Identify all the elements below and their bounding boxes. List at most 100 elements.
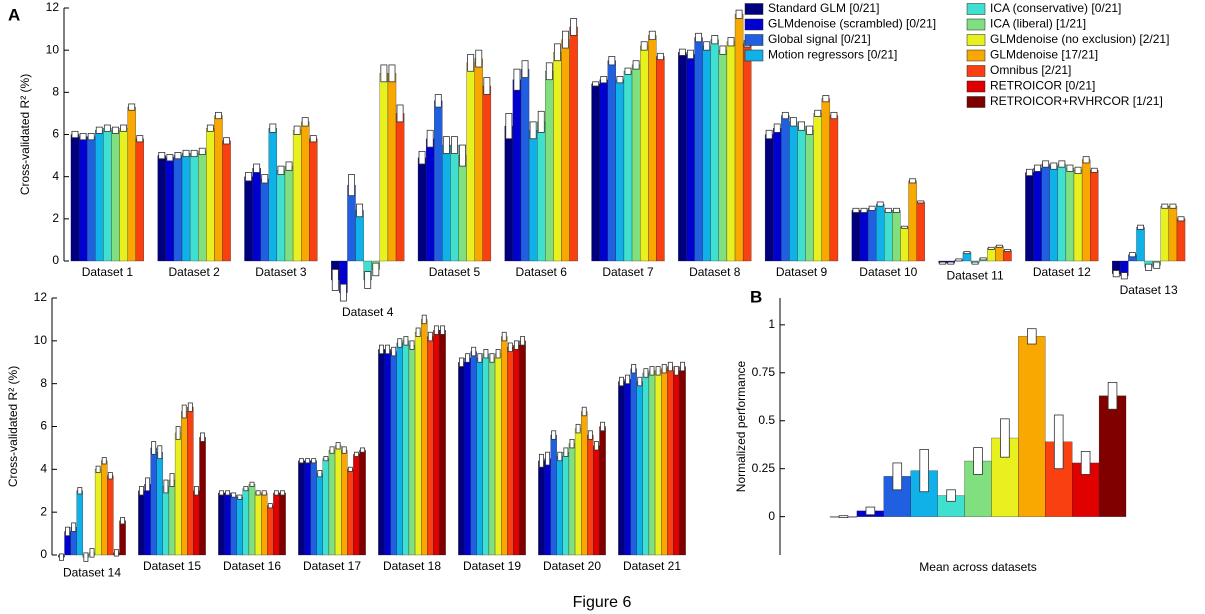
error-bar	[587, 430, 593, 440]
error-bar	[353, 451, 359, 457]
bar	[624, 379, 631, 556]
y-tick-label: 8	[52, 85, 59, 99]
bar	[718, 50, 728, 262]
bar	[206, 128, 215, 262]
error-bar	[190, 149, 198, 158]
bar	[396, 342, 403, 556]
error-bar	[513, 68, 521, 91]
error-bar	[649, 366, 655, 376]
x-tick-label: Dataset 2	[168, 265, 220, 279]
error-bar	[539, 453, 544, 468]
x-tick-label: Dataset 10	[859, 265, 917, 279]
error-bar	[995, 244, 1003, 248]
bar	[301, 121, 310, 262]
bar	[111, 130, 120, 262]
legend-label: Global signal [0/21]	[768, 32, 871, 46]
bar	[537, 121, 546, 262]
bar	[694, 37, 703, 262]
bar	[150, 447, 157, 556]
error-bar	[385, 344, 391, 355]
error-bar	[465, 353, 471, 363]
bar	[414, 332, 422, 556]
error-bar	[667, 361, 673, 372]
bar	[654, 370, 662, 556]
error-bar	[459, 144, 467, 167]
error-bar	[277, 165, 285, 175]
bar	[1057, 163, 1067, 262]
legend-label: ICA (conservative) [0/21]	[990, 1, 1121, 15]
bar	[482, 353, 490, 556]
bar	[173, 155, 183, 262]
bar	[648, 35, 657, 262]
error-bar	[545, 451, 551, 466]
error-bar	[341, 446, 347, 454]
error-bar	[727, 37, 735, 47]
bar	[781, 115, 790, 262]
error-bar	[261, 490, 267, 496]
bar	[656, 56, 665, 262]
bar	[425, 138, 435, 262]
error-bar	[418, 150, 426, 165]
bar	[667, 366, 674, 556]
error-bar	[1074, 166, 1082, 174]
y-axis-label: Normalized performance	[734, 360, 748, 492]
bar	[298, 460, 305, 556]
error-bar	[145, 477, 151, 492]
error-bar	[987, 246, 995, 250]
bar	[851, 210, 861, 262]
bar	[591, 83, 600, 262]
error-bar	[569, 438, 575, 449]
bar	[193, 490, 200, 556]
bar	[107, 475, 114, 556]
error-bar	[1107, 381, 1118, 410]
bar	[427, 336, 434, 556]
bar	[384, 349, 391, 556]
x-tick-label: Dataset 11	[946, 268, 1003, 282]
bar	[710, 39, 719, 262]
bar	[157, 155, 166, 262]
error-bar	[396, 104, 404, 123]
y-tick-label: 4	[40, 462, 47, 476]
error-bar	[616, 76, 624, 84]
bar	[673, 370, 680, 556]
bar	[859, 210, 869, 262]
bar	[574, 428, 582, 556]
error-bar	[225, 490, 231, 496]
error-bar	[1112, 270, 1120, 278]
error-bar	[223, 137, 230, 145]
error-bar	[695, 32, 703, 43]
bar	[1025, 172, 1034, 262]
bar	[876, 203, 885, 262]
error-bar	[356, 203, 364, 218]
error-bar	[483, 348, 489, 359]
bar	[623, 71, 633, 262]
error-bar	[206, 124, 214, 132]
legend-label: ICA (liberal) [1/21]	[990, 17, 1086, 31]
error-bar	[427, 331, 433, 342]
bar	[433, 329, 440, 556]
error-bar	[557, 451, 563, 462]
error-bar	[101, 457, 107, 465]
bar	[101, 460, 108, 556]
error-bar	[151, 441, 157, 455]
bar	[544, 458, 551, 556]
bar	[884, 210, 893, 262]
legend-label: Omnibus [2/21]	[990, 63, 1071, 77]
bar	[734, 14, 744, 262]
x-tick-label: Dataset 20	[543, 559, 601, 573]
error-bar	[570, 18, 578, 36]
error-bar	[947, 261, 955, 265]
bar	[593, 445, 600, 556]
error-bar	[1026, 168, 1033, 177]
error-bar	[231, 492, 237, 498]
error-bar	[372, 262, 380, 277]
bar	[476, 357, 483, 556]
error-bar	[719, 45, 727, 55]
bar	[520, 68, 530, 262]
error-bar	[120, 517, 125, 525]
error-bar	[852, 207, 860, 213]
error-bar	[298, 458, 304, 464]
bar	[829, 115, 839, 262]
bar	[1136, 227, 1145, 262]
